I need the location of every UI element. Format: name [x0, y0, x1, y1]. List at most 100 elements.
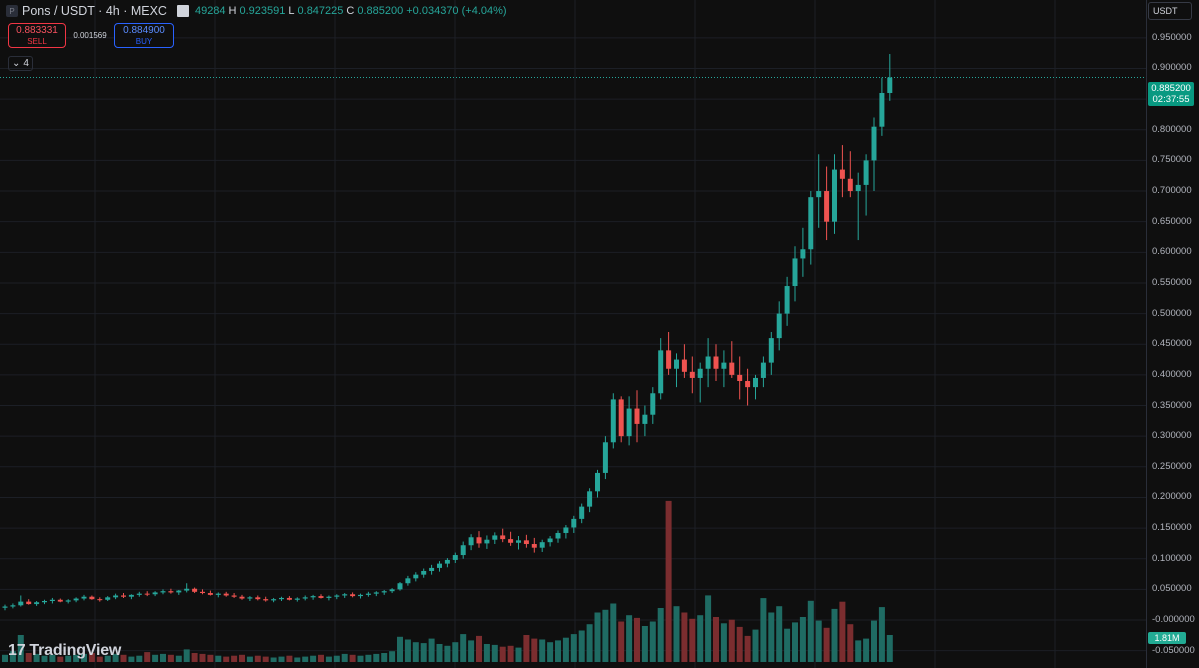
- candle-body[interactable]: [737, 374, 743, 382]
- candle-body[interactable]: [689, 371, 695, 378]
- candle-body[interactable]: [207, 593, 213, 595]
- tradingview-logo[interactable]: 17 TradingView: [8, 642, 121, 660]
- candlestick-chart[interactable]: [0, 0, 1146, 668]
- candle-body[interactable]: [547, 538, 553, 543]
- candle-body[interactable]: [808, 197, 814, 250]
- symbol-title[interactable]: Pons / USDT · 4h · MEXC: [22, 4, 167, 18]
- candle-body[interactable]: [816, 191, 822, 198]
- candle-body[interactable]: [887, 77, 893, 93]
- candle-body[interactable]: [768, 338, 774, 363]
- candle-body[interactable]: [18, 601, 24, 606]
- candle-body[interactable]: [634, 408, 640, 424]
- candle-body[interactable]: [563, 527, 569, 533]
- candle-body[interactable]: [184, 588, 190, 591]
- candle-body[interactable]: [705, 356, 711, 369]
- candle-body[interactable]: [326, 596, 332, 598]
- candle-body[interactable]: [136, 593, 142, 595]
- candle-body[interactable]: [666, 350, 672, 369]
- candle-body[interactable]: [587, 491, 593, 507]
- candle-body[interactable]: [26, 601, 32, 605]
- candle-body[interactable]: [294, 598, 300, 600]
- candle-body[interactable]: [429, 567, 435, 571]
- candle-body[interactable]: [610, 399, 616, 443]
- candle-body[interactable]: [674, 359, 679, 369]
- candle-body[interactable]: [539, 542, 545, 548]
- candle-body[interactable]: [121, 595, 126, 597]
- buy-button[interactable]: 0.884900 BUY: [114, 23, 174, 48]
- candle-body[interactable]: [832, 169, 837, 222]
- candle-body[interactable]: [57, 599, 63, 602]
- candle-body[interactable]: [334, 595, 340, 597]
- candle-body[interactable]: [200, 591, 205, 594]
- candle-body[interactable]: [500, 535, 506, 540]
- candle-body[interactable]: [697, 368, 703, 378]
- candle-body[interactable]: [476, 537, 482, 544]
- candle-body[interactable]: [223, 593, 229, 596]
- candle-body[interactable]: [523, 540, 529, 545]
- candle-body[interactable]: [97, 599, 103, 601]
- candle-body[interactable]: [389, 589, 395, 592]
- candle-body[interactable]: [279, 597, 284, 600]
- candle-body[interactable]: [81, 596, 87, 599]
- candle-body[interactable]: [302, 597, 308, 599]
- candle-body[interactable]: [492, 535, 498, 540]
- candle-body[interactable]: [73, 598, 79, 601]
- candle-body[interactable]: [760, 362, 766, 378]
- candle-body[interactable]: [215, 593, 221, 595]
- candle-body[interactable]: [776, 313, 782, 339]
- candle-body[interactable]: [800, 249, 806, 259]
- candle-body[interactable]: [168, 591, 174, 593]
- candle-body[interactable]: [421, 570, 427, 575]
- sell-button[interactable]: 0.883331 SELL: [8, 23, 66, 48]
- candle-body[interactable]: [128, 594, 134, 597]
- indicators-toggle[interactable]: ⌄ 4: [8, 56, 33, 71]
- chart-pane[interactable]: P Pons / USDT · 4h · MEXC 49284 H 0.92359…: [0, 0, 1146, 668]
- candle-body[interactable]: [871, 126, 877, 161]
- candle-body[interactable]: [318, 596, 324, 598]
- candle-body[interactable]: [444, 559, 450, 564]
- candle-body[interactable]: [626, 408, 632, 437]
- candle-body[interactable]: [658, 350, 664, 394]
- candle-body[interactable]: [105, 597, 111, 600]
- candle-body[interactable]: [516, 540, 521, 543]
- candle-body[interactable]: [350, 594, 356, 597]
- candle-body[interactable]: [405, 578, 411, 584]
- candle-body[interactable]: [65, 600, 71, 602]
- candle-body[interactable]: [839, 169, 845, 179]
- candle-body[interactable]: [753, 377, 758, 388]
- eye-off-icon[interactable]: [176, 5, 189, 17]
- candle-body[interactable]: [602, 442, 608, 473]
- candle-body[interactable]: [824, 191, 830, 222]
- candle-body[interactable]: [2, 606, 8, 608]
- candle-body[interactable]: [571, 518, 577, 528]
- candle-body[interactable]: [468, 537, 474, 546]
- price-scale[interactable]: [1146, 0, 1199, 668]
- candle-body[interactable]: [681, 359, 687, 372]
- candle-body[interactable]: [192, 588, 198, 592]
- candle-body[interactable]: [579, 506, 585, 519]
- candle-body[interactable]: [239, 596, 245, 599]
- candle-body[interactable]: [847, 178, 853, 192]
- candle-body[interactable]: [144, 593, 150, 595]
- candle-body[interactable]: [42, 601, 47, 603]
- candle-body[interactable]: [176, 590, 182, 593]
- candle-body[interactable]: [555, 532, 561, 539]
- candle-body[interactable]: [263, 599, 269, 601]
- candle-body[interactable]: [784, 286, 790, 314]
- candle-body[interactable]: [10, 605, 16, 607]
- candle-body[interactable]: [508, 539, 514, 543]
- candle-body[interactable]: [397, 583, 403, 590]
- candle-body[interactable]: [152, 592, 158, 595]
- candle-body[interactable]: [745, 381, 751, 388]
- candle-body[interactable]: [49, 599, 55, 602]
- candle-body[interactable]: [595, 472, 600, 492]
- candle-body[interactable]: [531, 544, 537, 548]
- symbol-logo[interactable]: P: [6, 5, 18, 17]
- candle-body[interactable]: [113, 595, 119, 598]
- candle-body[interactable]: [160, 591, 166, 593]
- candle-body[interactable]: [381, 591, 387, 593]
- candle-body[interactable]: [792, 258, 798, 287]
- candle-body[interactable]: [34, 602, 40, 605]
- candle-body[interactable]: [413, 574, 419, 579]
- candle-body[interactable]: [863, 160, 869, 185]
